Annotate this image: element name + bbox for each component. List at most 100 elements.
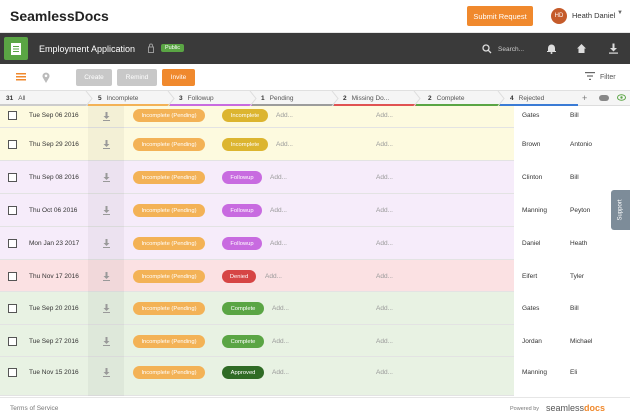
- add-field[interactable]: Add...: [270, 240, 287, 247]
- status-pill[interactable]: Approved: [222, 366, 264, 379]
- table-row[interactable]: Tue Sep 20 2016 Incomplete (Pending) Com…: [0, 292, 630, 325]
- chevron-down-icon[interactable]: ▼: [617, 10, 623, 16]
- add-field[interactable]: Add...: [265, 273, 282, 280]
- table-row[interactable]: Tue Sep 27 2016 Incomplete (Pending) Com…: [0, 325, 630, 357]
- table-row[interactable]: Thu Sep 08 2016 Incomplete (Pending) Fol…: [0, 161, 630, 194]
- add-field[interactable]: Add...: [272, 369, 289, 376]
- eye-icon[interactable]: [617, 94, 626, 101]
- brand-logo[interactable]: SeamlessDocs: [10, 8, 109, 24]
- status-pill[interactable]: Followup: [222, 171, 262, 184]
- tab-followup[interactable]: 3 Followup: [179, 95, 214, 102]
- invite-button[interactable]: Invite: [162, 69, 195, 86]
- stage-pill[interactable]: Incomplete (Pending): [133, 237, 205, 250]
- download-icon: [103, 140, 110, 149]
- table-row[interactable]: Tue Nov 15 2016 Incomplete (Pending) App…: [0, 357, 630, 396]
- download-cell[interactable]: [88, 292, 124, 325]
- add-field[interactable]: Add...: [276, 141, 293, 148]
- list-view-icon[interactable]: [16, 73, 26, 81]
- add-field[interactable]: Add...: [376, 174, 393, 181]
- first-name: Eli: [570, 369, 578, 376]
- toggle-icon[interactable]: [599, 95, 609, 101]
- status-pill[interactable]: Incomplete: [222, 138, 268, 151]
- row-checkbox[interactable]: [8, 368, 17, 377]
- add-field[interactable]: Add...: [270, 207, 287, 214]
- first-name: Bill: [570, 305, 579, 312]
- terms-link[interactable]: Terms of Service: [10, 405, 59, 412]
- add-field[interactable]: Add...: [376, 141, 393, 148]
- submit-request-button[interactable]: Submit Request: [467, 6, 533, 26]
- map-pin-icon[interactable]: [42, 72, 50, 83]
- row-checkbox[interactable]: [8, 111, 17, 120]
- download-icon[interactable]: [608, 43, 619, 54]
- tab-all[interactable]: 31 All: [6, 95, 26, 102]
- download-cell[interactable]: [88, 357, 124, 396]
- row-checkbox[interactable]: [8, 272, 17, 281]
- stage-pill[interactable]: Incomplete (Pending): [133, 171, 205, 184]
- tab-pending[interactable]: 1 Pending: [261, 95, 294, 102]
- row-checkbox[interactable]: [8, 206, 17, 215]
- add-field[interactable]: Add...: [376, 240, 393, 247]
- status-pill[interactable]: Complete: [222, 335, 264, 348]
- row-checkbox[interactable]: [8, 173, 17, 182]
- search-icon[interactable]: [482, 44, 492, 54]
- download-cell[interactable]: [88, 106, 124, 128]
- add-field[interactable]: Add...: [272, 305, 289, 312]
- add-tab-icon[interactable]: +: [582, 93, 588, 103]
- table-row[interactable]: Mon Jan 23 2017 Incomplete (Pending) Fol…: [0, 227, 630, 260]
- create-button[interactable]: Create: [76, 69, 112, 86]
- stage-pill[interactable]: Incomplete (Pending): [133, 335, 205, 348]
- download-cell[interactable]: [88, 194, 124, 227]
- add-field[interactable]: Add...: [376, 305, 393, 312]
- add-field[interactable]: Add...: [276, 112, 293, 119]
- add-field[interactable]: Add...: [376, 273, 393, 280]
- tab-rejected[interactable]: 4 Rejected: [510, 95, 545, 102]
- add-field[interactable]: Add...: [376, 369, 393, 376]
- filter-button[interactable]: Filter: [600, 74, 616, 81]
- status-pill[interactable]: Denied: [222, 270, 256, 283]
- tab-incomplete[interactable]: 5 Incomplete: [98, 95, 139, 102]
- user-name[interactable]: Heath Daniel: [572, 11, 616, 20]
- add-field[interactable]: Add...: [376, 207, 393, 214]
- home-icon[interactable]: [576, 43, 587, 54]
- download-cell[interactable]: [88, 227, 124, 260]
- tab-complete[interactable]: 2 Complete: [428, 95, 465, 102]
- stage-pill[interactable]: Incomplete (Pending): [133, 366, 205, 379]
- add-field[interactable]: Add...: [376, 338, 393, 345]
- filter-icon[interactable]: [585, 72, 595, 80]
- search-input[interactable]: Search...: [498, 46, 525, 53]
- status-pill[interactable]: Complete: [222, 302, 264, 315]
- row-checkbox[interactable]: [8, 337, 17, 346]
- table-row[interactable]: Thu Oct 06 2016 Incomplete (Pending) Fol…: [0, 194, 630, 227]
- status-pill[interactable]: Followup: [222, 237, 262, 250]
- avatar[interactable]: HD: [551, 8, 567, 24]
- stage-pill[interactable]: Incomplete (Pending): [133, 204, 205, 217]
- table-row[interactable]: Tue Sep 06 2016 Incomplete (Pending) Inc…: [0, 106, 630, 128]
- table-row[interactable]: Thu Nov 17 2016 Incomplete (Pending) Den…: [0, 260, 630, 292]
- bell-icon[interactable]: [546, 43, 557, 54]
- stage-pill[interactable]: Incomplete (Pending): [133, 302, 205, 315]
- stage-pill[interactable]: Incomplete (Pending): [133, 109, 205, 122]
- document-icon[interactable]: [4, 37, 28, 60]
- tab-separator: [497, 91, 505, 106]
- row-checkbox[interactable]: [8, 239, 17, 248]
- remind-button[interactable]: Remind: [117, 69, 157, 86]
- status-pill[interactable]: Incomplete: [222, 109, 268, 122]
- download-cell[interactable]: [88, 161, 124, 194]
- footer: Terms of Service Powered by seamlessdocs: [0, 397, 630, 418]
- last-name: Jordan: [522, 338, 542, 345]
- table-row[interactable]: Thu Sep 29 2016 Incomplete (Pending) Inc…: [0, 128, 630, 161]
- download-cell[interactable]: [88, 260, 124, 292]
- row-checkbox[interactable]: [8, 140, 17, 149]
- support-button[interactable]: Support: [611, 190, 630, 230]
- tab-missing-docs[interactable]: 2 Missing Do...: [343, 95, 390, 102]
- stage-pill[interactable]: Incomplete (Pending): [133, 270, 205, 283]
- add-field[interactable]: Add...: [272, 338, 289, 345]
- add-field[interactable]: Add...: [376, 112, 393, 119]
- row-checkbox[interactable]: [8, 304, 17, 313]
- stage-pill[interactable]: Incomplete (Pending): [133, 138, 205, 151]
- add-field[interactable]: Add...: [270, 174, 287, 181]
- download-cell[interactable]: [88, 128, 124, 161]
- status-pill[interactable]: Followup: [222, 204, 262, 217]
- footer-logo[interactable]: seamlessdocs: [546, 403, 606, 413]
- download-cell[interactable]: [88, 325, 124, 357]
